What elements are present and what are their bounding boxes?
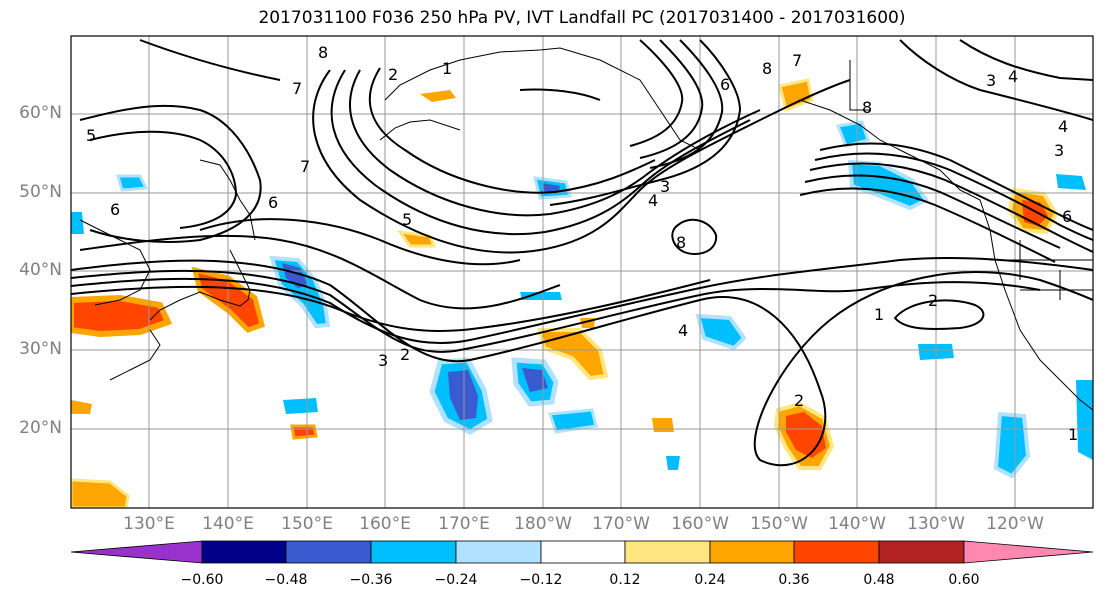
- contour-label: 6: [1062, 207, 1072, 226]
- contour-label: 2: [388, 65, 398, 84]
- lat-label: 40°N: [19, 260, 62, 280]
- contour-label: 6: [720, 75, 730, 94]
- contour-label: 7: [792, 51, 802, 70]
- colorbar-segment: [963, 540, 1094, 564]
- colorbar-tick-label: 0.24: [694, 572, 726, 588]
- lat-label: 20°N: [19, 418, 62, 438]
- contour-label: 4: [1008, 67, 1018, 86]
- contour-label: 1: [1068, 425, 1078, 444]
- contour-label: 2: [928, 291, 938, 310]
- contour-label: 6: [110, 200, 120, 219]
- lon-label: 160°W: [671, 514, 729, 534]
- lon-label: 120°W: [986, 514, 1044, 534]
- lon-label: 150°W: [750, 514, 808, 534]
- contour-label: 1: [874, 305, 884, 324]
- lat-label: 30°N: [19, 339, 62, 359]
- lon-label: 130°E: [123, 514, 175, 534]
- map-frame: [70, 35, 1094, 509]
- colorbar-tick-label: −0.60: [180, 572, 224, 588]
- contour-label: 7: [300, 157, 310, 176]
- contour-label: 8: [676, 233, 686, 252]
- contour-label: 4: [678, 321, 688, 340]
- colorbar-tick-label: −0.24: [434, 572, 478, 588]
- shading-layer: [71, 78, 1093, 508]
- colorbar-tick-label: 0.48: [863, 572, 895, 588]
- colorbar-segment: [709, 540, 795, 564]
- colorbar-segment: [370, 540, 457, 564]
- lon-label: 140°E: [202, 514, 254, 534]
- colorbar-segment: [70, 540, 203, 564]
- contour-label: 2: [794, 391, 804, 410]
- colorbar-segment: [540, 540, 626, 564]
- contour-label-group: 5 6 7 8 2 1 7 6 5 3 2 4 1 2 8 4 3 6 8 7 …: [86, 43, 1078, 444]
- contour-label: 8: [862, 98, 872, 117]
- colorbar-segment: [455, 540, 542, 564]
- colorbar: [70, 540, 1094, 564]
- colorbar-tick-label: −0.12: [519, 572, 563, 588]
- lon-label: 130°W: [907, 514, 965, 534]
- pv-contours: [71, 39, 1093, 467]
- contour-label: 8: [762, 59, 772, 78]
- contour-label: 4: [1058, 117, 1068, 136]
- contour-label: 8: [318, 43, 328, 62]
- lat-label: 60°N: [19, 103, 62, 123]
- contour-label: 3: [378, 351, 388, 370]
- lon-label: 170°W: [592, 514, 650, 534]
- colorbar-tick-label: 0.36: [778, 572, 810, 588]
- contour-label: 5: [86, 126, 96, 145]
- contour-label: 3: [986, 71, 996, 90]
- colorbar-tick-label: −0.36: [349, 572, 393, 588]
- lon-label: 160°E: [359, 514, 411, 534]
- lon-label: 180°W: [514, 514, 572, 534]
- contour-label: 6: [268, 193, 278, 212]
- contour-label: 4: [648, 191, 658, 210]
- colorbar-tick-label: 0.12: [609, 572, 641, 588]
- contour-label: 3: [1054, 141, 1064, 160]
- lon-label: 170°E: [438, 514, 490, 534]
- colorbar-tick-label: −0.48: [264, 572, 308, 588]
- contour-label: 7: [292, 79, 302, 98]
- colorbar-segment: [878, 540, 965, 564]
- lon-label: 150°E: [281, 514, 333, 534]
- contour-label: 3: [660, 177, 670, 196]
- map-title: 2017031100 F036 250 hPa PV, IVT Landfall…: [258, 8, 906, 28]
- colorbar-segment: [624, 540, 711, 564]
- lat-label: 50°N: [19, 182, 62, 202]
- colorbar-segment: [793, 540, 880, 564]
- contour-label: 1: [442, 59, 452, 78]
- contour-label: 5: [402, 210, 412, 229]
- colorbar-segment: [285, 540, 372, 564]
- colorbar-segment: [201, 540, 287, 564]
- contour-label: 2: [400, 345, 410, 364]
- map-plot-area: 5 6 7 8 2 1 7 6 5 3 2 4 1 2 8 4 3 6 8 7 …: [71, 36, 1093, 508]
- lon-label: 140°W: [828, 514, 886, 534]
- colorbar-tick-label: 0.60: [948, 572, 980, 588]
